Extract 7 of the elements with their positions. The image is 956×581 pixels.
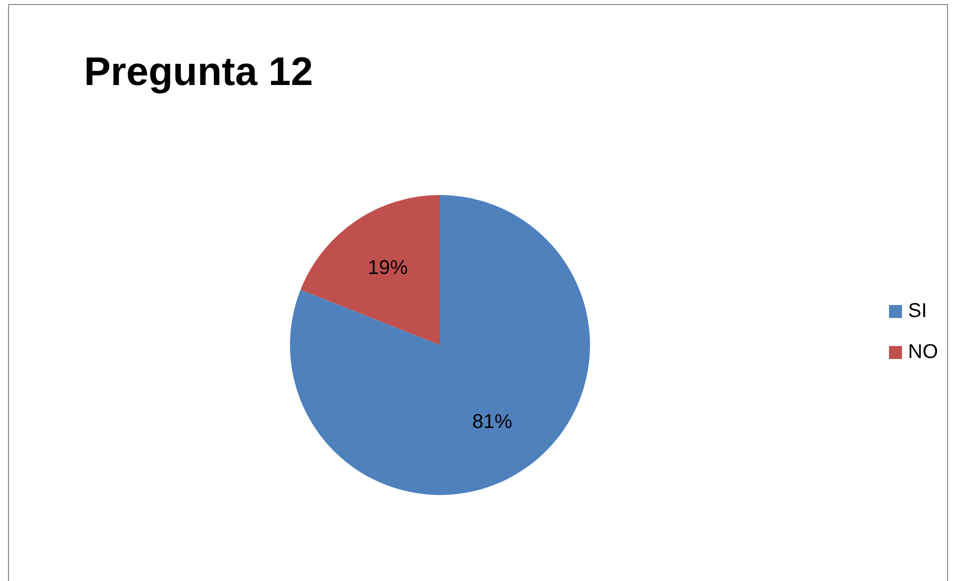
legend-label: NO: [908, 341, 938, 364]
data-label: 81%: [472, 410, 513, 433]
legend-label: SI: [908, 300, 927, 323]
pie-slice: [290, 195, 590, 495]
chart-title: Pregunta 12: [84, 50, 313, 95]
data-label: 19%: [368, 257, 408, 280]
pie-slice: [300, 195, 440, 345]
